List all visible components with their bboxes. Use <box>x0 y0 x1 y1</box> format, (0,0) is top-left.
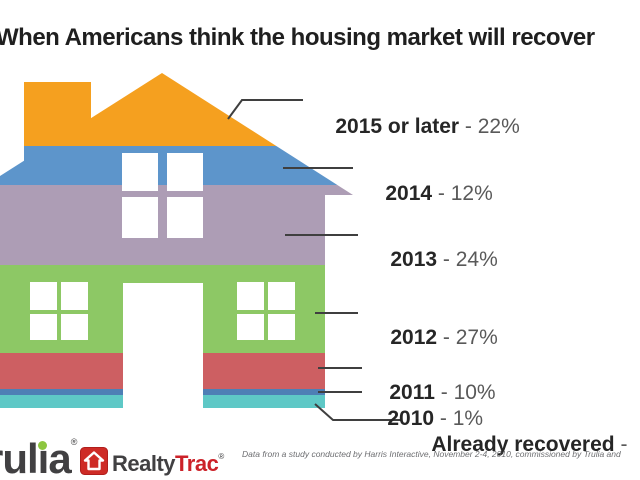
callout-2011: 2011 - 10% <box>366 355 496 430</box>
leader-2015 <box>227 99 303 120</box>
callout-value: - 12% <box>432 182 493 205</box>
window-pane <box>167 153 203 191</box>
callout-year: 2012 <box>390 326 438 349</box>
callout-2013: 2013 - 24% <box>367 222 498 297</box>
trulia-logo: trulıa® <box>0 420 77 480</box>
trulia-green-dot-icon <box>37 441 47 450</box>
callout-2012: 2012 - 27% <box>367 300 498 375</box>
upper-window <box>122 153 203 238</box>
trulia-logo-i-glyph: ı <box>37 435 50 480</box>
window-pane <box>167 197 203 238</box>
callout-value: - 24% <box>437 248 498 271</box>
callout-already-recovered: Already recovered - <box>408 407 633 480</box>
callout-year: 2014 <box>385 182 433 205</box>
callout-2014: 2014 - 12% <box>362 156 493 231</box>
callout-value: - 1% <box>434 407 484 430</box>
callout-year: 2015 or later <box>335 115 460 138</box>
callout-year: 2011 <box>389 381 435 404</box>
window-pane <box>61 314 88 340</box>
window-pane <box>268 282 295 310</box>
window-pane <box>237 314 264 340</box>
callout-value: - 10% <box>434 381 496 404</box>
lower-right-window <box>237 282 295 340</box>
callout-2010: 2010 - 1% <box>364 381 483 456</box>
registered-mark: ® <box>218 452 224 461</box>
band-2013-wall <box>0 185 325 265</box>
realtytrac-house-icon <box>80 446 108 475</box>
chimney-orange <box>24 82 91 146</box>
window-pane <box>122 197 158 238</box>
realtytrac-realty-text: Realty <box>112 451 176 476</box>
realtytrac-trac-text: Trac <box>175 451 219 476</box>
registered-mark: ® <box>70 437 78 447</box>
window-pane <box>122 153 158 191</box>
callout-value: - 22% <box>459 115 520 138</box>
trulia-logo-text: trul <box>0 435 39 480</box>
realtytrac-logo: RealtyTrac® <box>80 443 224 478</box>
lower-left-window <box>30 282 88 340</box>
callout-year: 2013 <box>390 248 438 271</box>
window-pane <box>61 282 88 310</box>
window-pane <box>30 282 57 310</box>
window-pane <box>268 314 295 340</box>
callout-value: - <box>614 433 634 456</box>
leader-already-recovered <box>314 403 402 421</box>
trulia-logo-text-end: a <box>48 435 71 480</box>
realtytrac-logo-text: RealtyTrac® <box>112 443 224 478</box>
window-pane <box>237 282 264 310</box>
page-title: When Americans think the housing market … <box>0 24 595 51</box>
window-pane <box>30 314 57 340</box>
callout-year: 2010 <box>387 407 435 430</box>
source-disclaimer: Data from a study conducted by Harris In… <box>242 449 621 459</box>
leader-lines <box>227 99 402 421</box>
chimney-blue <box>24 146 91 185</box>
callout-year: Already recovered <box>431 433 615 456</box>
door <box>123 283 203 408</box>
callout-value: - 27% <box>437 326 498 349</box>
callout-2015: 2015 or later - 22% <box>312 89 520 164</box>
trulia-logo-i: ı <box>37 435 50 480</box>
